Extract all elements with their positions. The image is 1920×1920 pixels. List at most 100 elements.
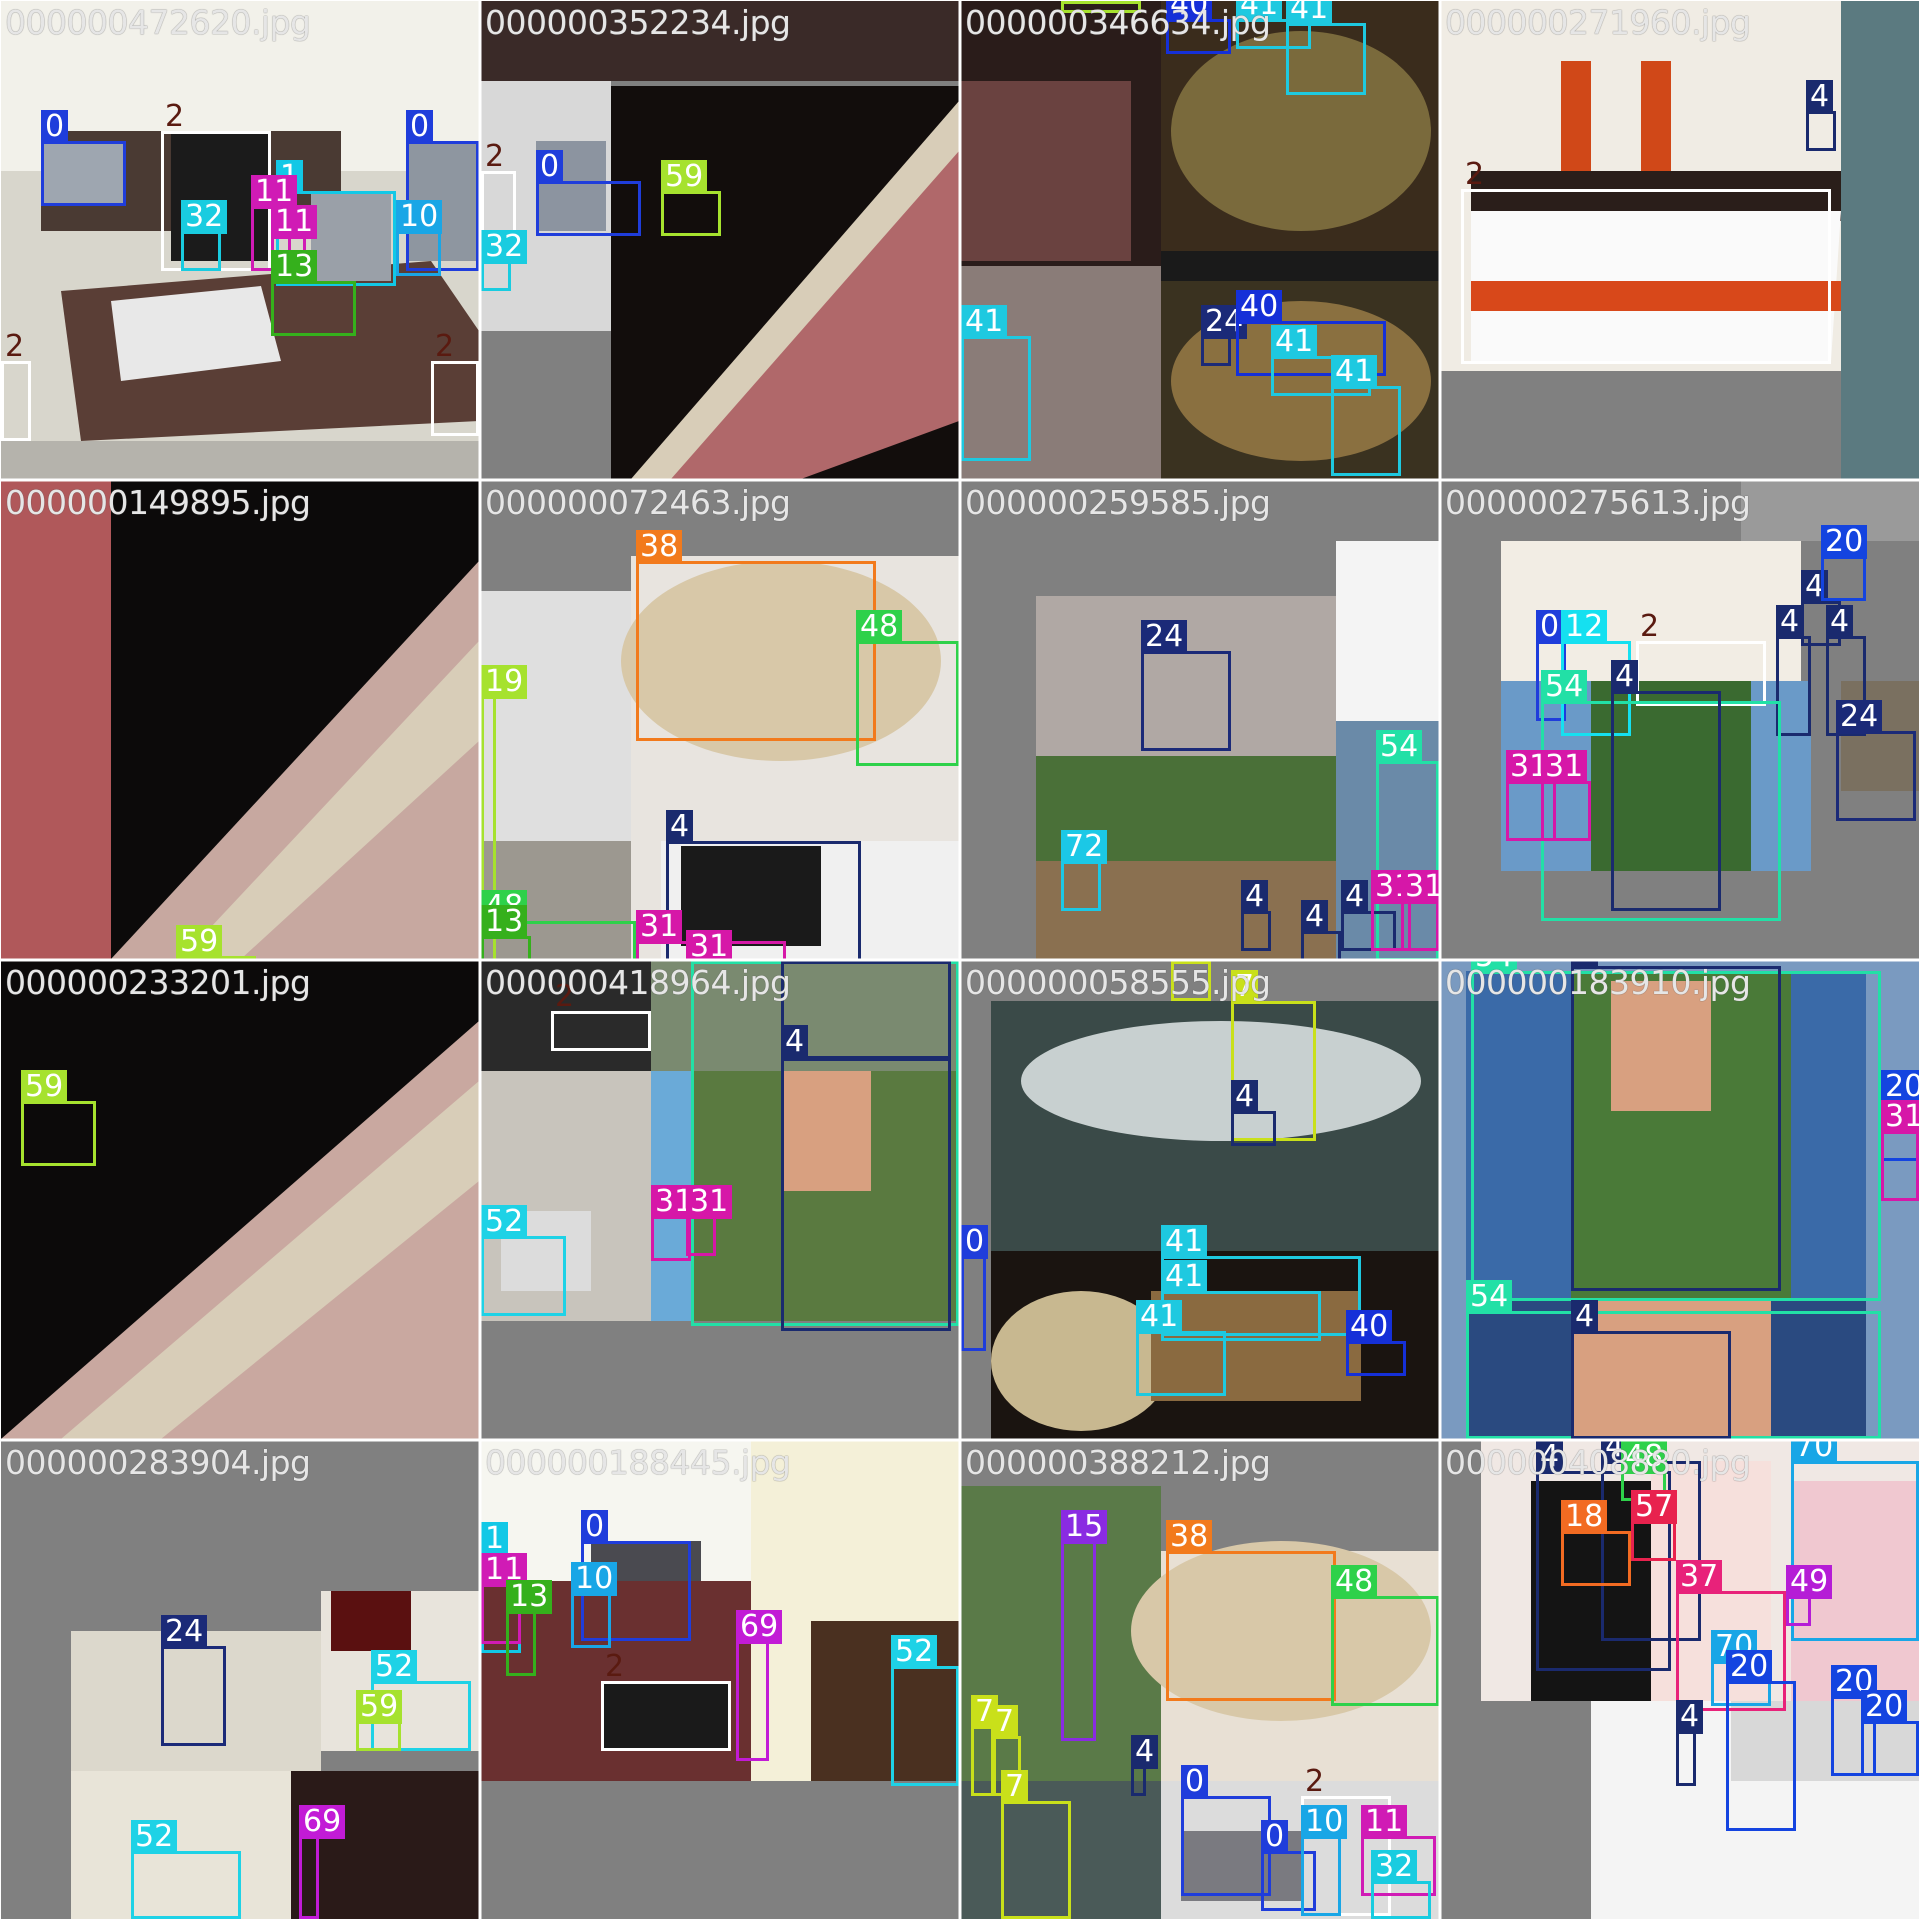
class-label: 7	[991, 1705, 1019, 1739]
class-label: 7	[1171, 961, 1199, 964]
class-label: 31	[636, 910, 683, 944]
class-label: 41	[1286, 1, 1333, 26]
detection-box: 69	[736, 1610, 783, 1761]
tile-filename: 000000058555.jpg	[965, 963, 1271, 1002]
mosaic-tile: 2 0 32 59 000000352234.jpg	[481, 1, 959, 479]
detection-box: 12	[1561, 610, 1631, 736]
detection-box: 4	[1806, 80, 1836, 151]
class-label: 57	[1631, 1490, 1678, 1524]
detection-box: 20	[1831, 1665, 1878, 1776]
class-label: 13	[506, 1580, 553, 1614]
tile-photo	[1441, 1, 1919, 479]
class-label: 37	[1676, 1560, 1723, 1594]
mosaic-tile: 59 000000233201.jpg	[1, 961, 479, 1439]
class-label: 31	[686, 930, 733, 959]
detection-box: 0	[41, 110, 126, 206]
class-label: 20	[1861, 1690, 1908, 1724]
class-label: 0	[1181, 1765, 1209, 1799]
class-label: 31	[1881, 1100, 1919, 1134]
class-label: 2	[1640, 609, 1660, 644]
class-label: 2	[555, 979, 575, 1014]
detection-box: 59	[1061, 1, 1141, 13]
class-label: 0	[1261, 1820, 1289, 1854]
detection-box: 20	[1861, 1690, 1919, 1776]
tile-filename: 000000352234.jpg	[485, 3, 791, 42]
detection-box: 72	[1061, 830, 1108, 911]
class-label: 18	[1561, 1500, 1608, 1534]
class-label: 59	[661, 160, 708, 194]
tile-filename: 000000418964.jpg	[485, 963, 791, 1002]
detection-box: 24	[1201, 305, 1248, 366]
class-label: 41	[961, 305, 1008, 339]
class-label: 4	[1801, 570, 1829, 604]
class-label: 2	[435, 329, 455, 364]
mosaic-tile: 0201111110321322000000472620.jpg	[1, 1, 479, 479]
class-label: 2	[1305, 1764, 1325, 1799]
detection-box: 69	[299, 1805, 346, 1919]
mosaic-tile: 0 1 11 10 13 2 69 52 000000188445.jpg	[481, 1441, 959, 1919]
detection-box: 4	[1131, 1735, 1159, 1796]
class-label: 11	[271, 205, 318, 239]
class-label: 40	[1236, 290, 1283, 324]
class-label: 0	[41, 110, 69, 144]
detection-box: 11	[1361, 1805, 1436, 1896]
class-label: 24	[1836, 700, 1883, 734]
tile-photo	[1, 1, 479, 479]
detection-box: 15	[1061, 1510, 1108, 1741]
tile-filename: 000000408880.jpg	[1445, 1443, 1751, 1482]
detection-box: 41	[1136, 1300, 1226, 1396]
detection-box: 2	[1, 330, 31, 441]
class-label: 31	[686, 1185, 733, 1219]
class-label: 2	[485, 139, 505, 174]
detection-box: 52	[481, 1205, 566, 1316]
class-label: 52	[131, 1820, 178, 1854]
class-label: 2	[605, 1649, 625, 1684]
class-label: 10	[571, 1562, 618, 1596]
class-label: 32	[1371, 1850, 1418, 1884]
tile-filename: 000000388212.jpg	[965, 1443, 1271, 1482]
class-label: 41	[1331, 355, 1378, 389]
class-label: 31	[1401, 870, 1439, 904]
mosaic-tile: 15 38 48 7 7 4 7 0 2 0 10 11 32 000000388212.jpg	[961, 1441, 1439, 1919]
class-label: 32	[181, 200, 228, 234]
tile-filename: 000000259585.jpg	[965, 483, 1271, 522]
class-label: 0	[961, 1225, 989, 1259]
detection-box: 13	[506, 1580, 553, 1676]
class-label: 40	[1166, 1, 1213, 22]
detection-box: 0	[1261, 1820, 1316, 1911]
tile-filename: 000000271960.jpg	[1445, 3, 1751, 42]
class-label: 4	[1341, 880, 1369, 914]
class-label: 70	[1791, 1441, 1838, 1464]
detection-box: 49	[1786, 1565, 1833, 1626]
class-label: 4	[1571, 961, 1599, 969]
class-label: 4	[1571, 1300, 1599, 1334]
detection-box: 4	[1571, 961, 1781, 1291]
detection-box: 13	[271, 250, 356, 336]
detection-box: 0	[961, 1225, 989, 1351]
class-label: 24	[161, 1615, 208, 1649]
class-label: 10	[1301, 1805, 1348, 1839]
class-label: 52	[371, 1650, 418, 1684]
tile-photo	[481, 1, 959, 479]
detection-box: 4	[1826, 605, 1866, 736]
detection-box: 40	[1346, 1310, 1406, 1376]
detection-box: 7	[1171, 961, 1211, 1001]
mosaic-tile: 5442031544000000183910.jpg	[1441, 961, 1919, 1439]
class-label: 2	[5, 329, 25, 364]
class-label: 19	[481, 665, 528, 699]
class-label: 4	[1676, 1700, 1704, 1734]
class-label: 59	[1061, 1, 1108, 4]
class-label: 20	[1726, 1650, 1773, 1684]
detection-box: 10	[1301, 1805, 1348, 1916]
detection-box: 59	[356, 1690, 403, 1751]
class-label: 59	[356, 1690, 403, 1724]
class-label: 12	[1561, 610, 1608, 644]
class-label: 54	[1471, 961, 1518, 974]
mosaic-tile: 4 4 48 57 70 18 37 49 70 20 20 20 4 000000408880.jpg	[1441, 1441, 1919, 1919]
detection-box: 41	[1331, 355, 1401, 476]
tile-photo	[1, 1441, 479, 1919]
class-label: 20	[1821, 525, 1868, 559]
class-label: 49	[1786, 1565, 1833, 1599]
detection-box: 4	[1571, 1300, 1731, 1439]
